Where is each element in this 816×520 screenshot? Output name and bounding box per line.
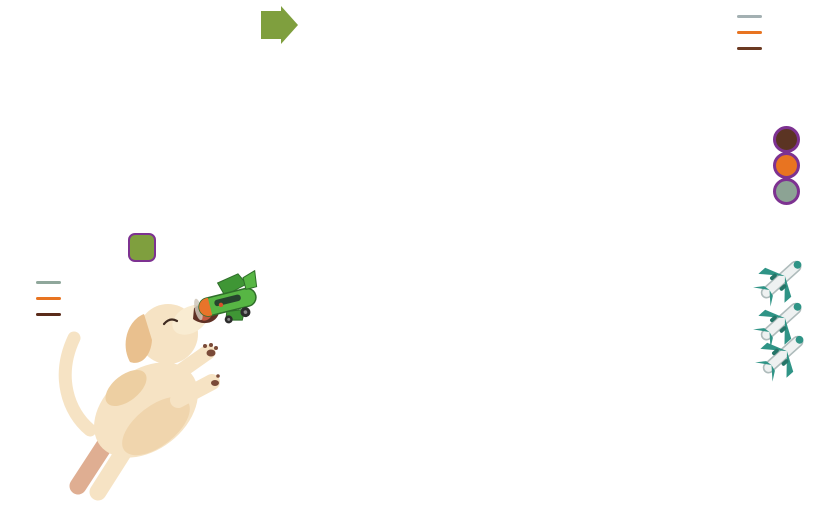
sell-point-callout (261, 6, 298, 44)
line-swatch-icon (737, 47, 762, 50)
line-swatch-icon (737, 15, 762, 18)
line-swatch-icon (36, 313, 61, 316)
line-swatch-icon (36, 281, 61, 284)
bottom-chart-legend (36, 276, 68, 321)
toy-plane-illustration (194, 269, 258, 324)
ma60-badge (773, 152, 800, 179)
legend-item-90ma (737, 42, 769, 55)
ma30-badge (773, 178, 800, 205)
airplane-icon (749, 290, 814, 354)
airplane-icon (751, 323, 816, 387)
legend-item-60ma (737, 26, 769, 39)
legend-item-ma60 (36, 292, 68, 305)
airplane-icon (749, 248, 814, 312)
legend-item-30ma (737, 10, 769, 23)
signal-timestamp-callout (128, 233, 156, 262)
dog-illustration (58, 298, 220, 501)
ma90-badge (773, 126, 800, 153)
top-chart-legend (737, 10, 769, 55)
line-swatch-icon (36, 297, 61, 300)
callout-arrowhead-icon (281, 6, 298, 44)
line-swatch-icon (737, 31, 762, 34)
paw-pads (203, 343, 220, 386)
legend-item-ma30 (36, 276, 68, 289)
legend-item-ma90 (36, 308, 68, 321)
